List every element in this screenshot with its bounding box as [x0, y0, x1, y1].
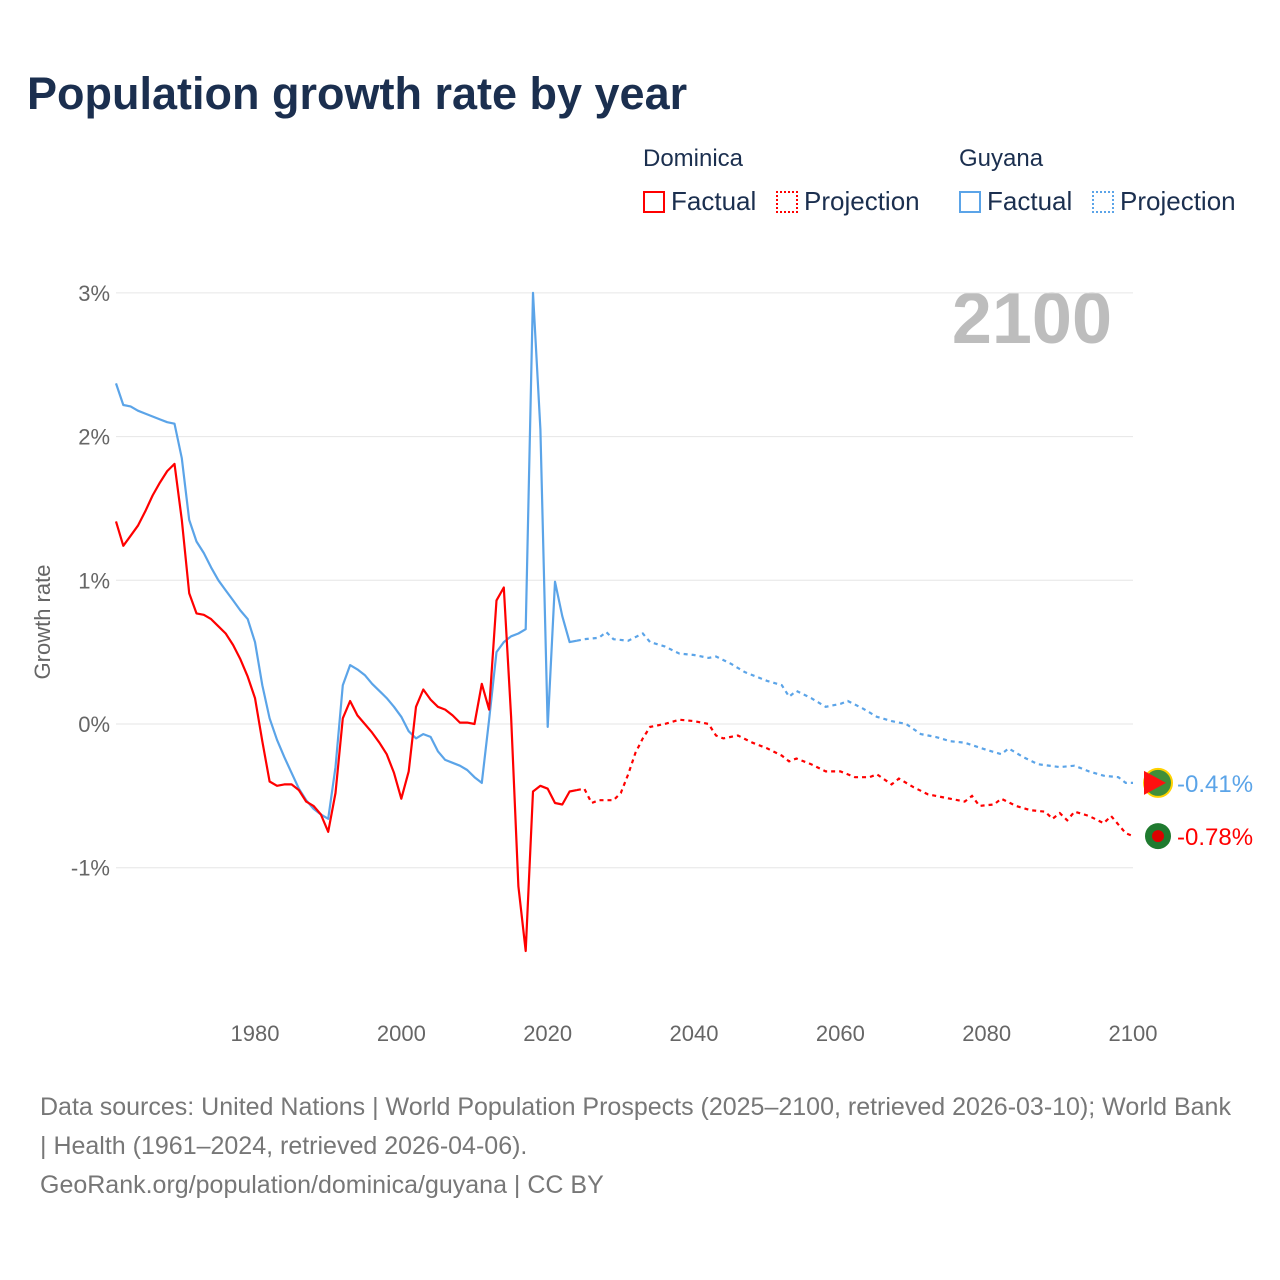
x-tick-label: 2040: [670, 1021, 719, 1046]
y-tick-label: 0%: [78, 712, 110, 737]
x-tick-label: 2020: [523, 1021, 572, 1046]
x-tick-label: 2060: [816, 1021, 865, 1046]
chart-title: Population growth rate by year: [27, 68, 688, 119]
y-tick-label: 1%: [78, 568, 110, 593]
y-tick-label: 3%: [78, 281, 110, 306]
legend-guyana-factual[interactable]: Factual: [959, 186, 1072, 217]
guyana-end-label: -0.41%: [1177, 771, 1253, 798]
legend-group-guyana: Guyana: [959, 145, 1044, 172]
x-tick-label: 2080: [962, 1021, 1011, 1046]
legend-dominica-factual[interactable]: Factual: [643, 186, 756, 217]
x-tick-label: 2100: [1109, 1021, 1158, 1046]
legend-swatch-dotted: [1092, 190, 1114, 213]
source-text: Data sources: United Nations | World Pop…: [40, 1093, 1231, 1160]
y-tick-label: 2%: [78, 425, 110, 450]
legend-swatch-solid: [959, 190, 981, 213]
y-tick-label: -1%: [71, 856, 110, 881]
legend-guyana-projection[interactable]: Projection: [1092, 186, 1236, 217]
guyana-projection-line: [576, 630, 1133, 785]
legend-swatch-dotted: [776, 190, 798, 213]
legend-swatch-solid: [643, 190, 665, 213]
source-note: Data sources: United Nations | World Pop…: [40, 1088, 1240, 1205]
legend-dominica-projection[interactable]: Projection: [776, 186, 920, 217]
source-link[interactable]: GeoRank.org/population/dominica/guyana |…: [40, 1171, 604, 1199]
dominica-projection-line: [576, 718, 1134, 838]
year-watermark: 2100: [952, 279, 1112, 359]
chart-area: 2100 Growth rate 3% 2% 1% 0% -1% 1980 2000 2020…: [30, 279, 1253, 1046]
guyana-factual-line: [114, 291, 578, 820]
legend-label: Projection: [804, 186, 920, 216]
x-tick-label: 2000: [377, 1021, 426, 1046]
legend-label: Projection: [1120, 186, 1236, 216]
y-axis-label: Growth rate: [30, 565, 55, 680]
dominica-flag-disc-icon: [1152, 830, 1164, 843]
dominica-factual-line: [114, 462, 578, 953]
legend-group-dominica: Dominica: [643, 145, 744, 172]
guyana-flag-arrow-icon: [1144, 770, 1166, 795]
dominica-end-label: -0.78%: [1177, 824, 1253, 851]
legend-label: Factual: [671, 186, 757, 216]
x-tick-label: 1980: [231, 1021, 280, 1046]
legend-label: Factual: [987, 186, 1073, 216]
